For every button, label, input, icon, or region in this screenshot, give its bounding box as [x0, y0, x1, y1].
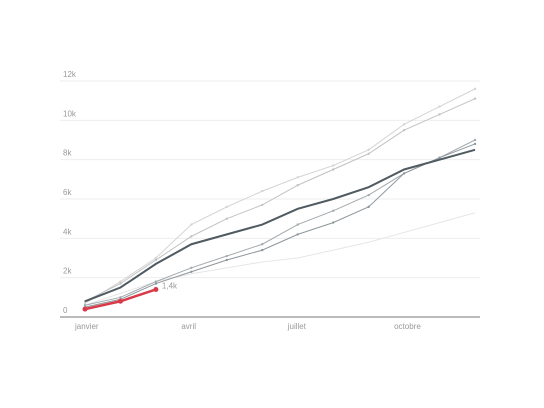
- point: [402, 123, 406, 126]
- point: [367, 205, 370, 209]
- point: [367, 193, 370, 197]
- y-tick-label: 4k: [63, 227, 72, 236]
- x-tick-label: juillet: [287, 322, 307, 331]
- point: [261, 248, 264, 252]
- point: [473, 87, 477, 91]
- point: [331, 168, 335, 171]
- y-tick-label: 6k: [63, 188, 72, 197]
- point: [438, 156, 441, 159]
- series-line: [84, 88, 476, 304]
- point: [154, 258, 158, 262]
- point: [296, 223, 299, 226]
- point: [261, 243, 264, 246]
- y-tick-label: 0: [63, 306, 68, 315]
- point: [190, 266, 193, 270]
- value-label: 1,4k: [162, 281, 178, 290]
- point: [296, 233, 299, 236]
- point: [367, 148, 370, 152]
- point: [82, 306, 88, 312]
- point: [154, 256, 158, 260]
- point: [190, 270, 193, 273]
- point: [117, 298, 123, 304]
- point: [296, 184, 299, 187]
- y-tick-label: 2k: [63, 267, 72, 276]
- x-tick-label: octobre: [394, 322, 421, 331]
- point: [473, 138, 477, 142]
- point: [225, 205, 229, 209]
- point: [438, 113, 441, 116]
- point: [367, 152, 370, 155]
- x-tick-label: janvier: [74, 322, 99, 331]
- y-tick-label: 12k: [63, 70, 77, 79]
- x-tick-label: avril: [181, 322, 196, 331]
- series-line: [84, 98, 476, 302]
- y-tick-label: 8k: [63, 149, 72, 158]
- point: [261, 203, 264, 207]
- point: [83, 304, 87, 307]
- point: [225, 217, 229, 220]
- series-line: [84, 139, 476, 306]
- point: [119, 296, 122, 299]
- point: [402, 128, 406, 132]
- point: [153, 286, 159, 292]
- point: [331, 209, 335, 212]
- point: [473, 97, 477, 100]
- point: [225, 258, 229, 262]
- point: [331, 221, 335, 224]
- series-line: [84, 148, 476, 303]
- point: [331, 164, 335, 167]
- point: [190, 235, 193, 238]
- point: [402, 172, 406, 175]
- point: [225, 254, 229, 258]
- point: [83, 302, 87, 305]
- point: [473, 142, 477, 146]
- point: [190, 223, 193, 226]
- y-tick-label: 10k: [63, 109, 77, 118]
- series-line: [84, 143, 476, 308]
- point: [296, 176, 299, 179]
- point: [438, 105, 441, 108]
- point: [261, 189, 264, 193]
- point: [119, 280, 122, 283]
- point: [154, 282, 158, 285]
- point: [154, 280, 158, 283]
- series-line: [84, 212, 476, 306]
- point: [119, 282, 122, 285]
